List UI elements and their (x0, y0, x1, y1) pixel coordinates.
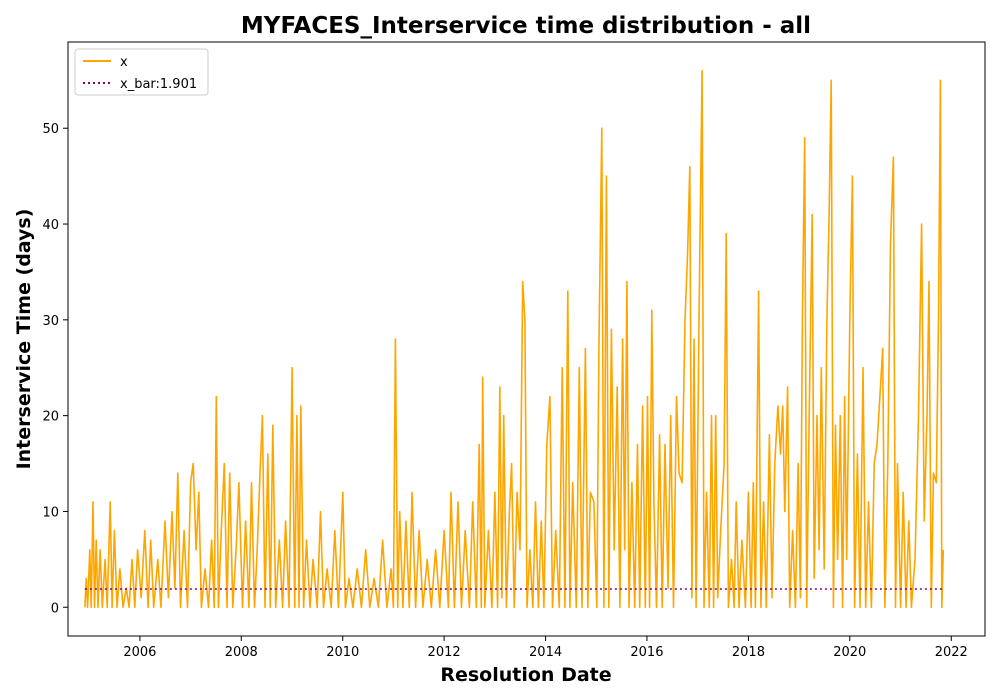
plot-area (84, 69, 945, 609)
legend-label-x-bar: x_bar:1.901 (120, 77, 197, 92)
chart-title: MYFACES_Interservice time distribution -… (241, 13, 811, 39)
x-tick-label: 2006 (123, 645, 156, 660)
y-axis-label: Interservice Time (days) (13, 209, 35, 470)
y-tick-label: 10 (42, 505, 59, 520)
y-tick-label: 40 (42, 218, 59, 233)
y-axis: 0 10 20 30 40 50 (42, 122, 68, 616)
series-line-x (84, 69, 945, 609)
legend-label-x: x (120, 55, 128, 70)
x-tick-label: 2010 (326, 645, 359, 660)
x-tick-label: 2012 (428, 645, 461, 660)
x-axis: 2006 2008 2010 2012 2014 2016 2018 2020 2022 (123, 636, 968, 660)
plot-frame (67, 41, 986, 637)
y-tick-label: 50 (42, 122, 59, 137)
x-tick-label: 2016 (630, 645, 663, 660)
x-axis-label: Resolution Date (440, 664, 611, 686)
legend: x x_bar:1.901 (74, 48, 209, 96)
x-tick-label: 2022 (935, 645, 968, 660)
x-tick-label: 2014 (529, 645, 562, 660)
y-tick-label: 30 (42, 314, 59, 329)
x-tick-label: 2020 (833, 645, 866, 660)
x-tick-label: 2008 (225, 645, 258, 660)
x-tick-label: 2018 (732, 645, 765, 660)
y-tick-label: 20 (42, 410, 59, 425)
y-tick-label: 0 (51, 601, 59, 616)
